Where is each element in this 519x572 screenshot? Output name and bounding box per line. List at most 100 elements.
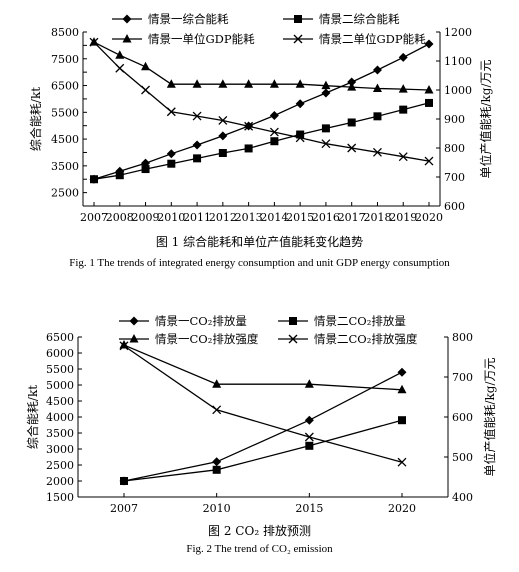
fig1-x-tick-label: 2008 [106,211,134,224]
fig2-series-2-point [212,465,221,474]
fig1-series-4-point [373,147,382,157]
fig1-x-tick-label: 2020 [415,211,443,224]
fig1-series-4-point-stroke-b [141,85,150,95]
fig1-series-3-point [141,61,151,71]
fig2-series-3-point [304,379,314,388]
fig1-legend-2-label: 情景二综合能耗 [319,12,400,26]
fig2-right-axis-title: 单位产值能耗/kg/万元 [482,357,497,476]
fig2-left-tick-label: 3500 [46,427,74,440]
fig1-legend-4-marker-stroke-b [293,34,303,44]
fig1-series-1-point [269,111,279,121]
fig2-legend-4-marker [288,334,298,344]
fig1-series-3-point [192,79,202,88]
fig2-right-tick-label: 400 [452,491,473,504]
fig1-left-tick-label: 7500 [51,53,79,66]
fig2-legend-2-label: 情景二CO₂排放量 [314,314,406,328]
fig2-series-4-point [397,457,407,467]
fig1-series-4-point-stroke-b [218,115,228,125]
fig1-right-tick-label: 1200 [444,26,472,39]
fig2-series-1-point [304,415,314,425]
fig1-series-4-point [244,121,254,131]
fig1-legend-4-label: 情景二单位GDP能耗 [319,32,426,46]
fig1-series-4-point-stroke-b [244,121,254,131]
fig1-series-1-line [93,43,430,180]
fig1-legend-4-marker [293,34,303,44]
fig1-series-3-point [115,50,125,59]
fig1-series-4-point-stroke-b [89,37,99,47]
fig1-series-4-point [115,63,125,73]
fig2-series-2-line [123,419,403,482]
fig1-series-2-point [425,98,433,107]
fig2-x-tick-label: 2015 [295,502,323,515]
fig1-x-tick-label: 2007 [80,211,108,224]
fig1-series-2-point [296,130,305,139]
fig2-series-4-point [119,341,129,351]
fig1-series-2-point [141,165,150,174]
fig1-series-2-point [115,171,124,180]
fig2-right-tick-label: 600 [452,411,473,424]
fig1-series-3-point [166,79,176,88]
fig2-left-axis-title: 综合能耗/kt [25,385,40,449]
figure1-caption-cn: 图 1 综合能耗和单位产值能耗变化趋势 [155,235,364,249]
fig1-series-2-point [193,154,202,163]
fig1-x-tick-label: 2018 [363,211,391,224]
fig1-legend-2-marker [294,15,302,23]
fig1-series-4-point-stroke-b [295,133,305,143]
fig1-series-2-line [93,102,430,180]
fig1-left-tick-label: 4500 [51,133,79,146]
fig2-series-3-point [397,384,407,394]
fig1-series-4-point [398,152,408,162]
fig1-series-4-point [192,111,202,121]
fig2-left-tick-label: 6500 [46,331,74,344]
fig2-series-4-point [212,405,222,415]
fig1-series-1-point [372,65,382,75]
fig1-right-tick-label: 900 [444,113,465,126]
fig1-series-3-point [295,79,305,88]
fig1-series-4-point [347,143,357,153]
fig1-series-3-line [93,41,430,91]
fig2-left-tick-label: 2000 [46,475,74,488]
fig1-right-tick-label: 800 [444,142,465,155]
fig1-series-4-point [295,133,305,143]
fig2-series-2-point [305,441,314,450]
fig1-series-3-point [347,82,357,91]
fig1-series-3-point [269,79,279,88]
fig2-series-3-point [212,379,222,388]
fig1-right-tick-label: 1100 [444,55,472,68]
fig1-series-4-point-stroke-b [115,63,125,73]
fig1-x-tick-label: 2014 [260,211,288,224]
fig1-series-4-point-stroke-b [321,139,331,149]
fig1-x-tick-label: 2017 [338,211,366,224]
fig2-series-2-point [120,477,128,485]
fig1-x-tick-label: 2013 [235,211,263,224]
fig1-series-1-point [347,77,357,87]
figure2-caption-en: Fig. 2 The trend of CO₂ emission [186,543,333,555]
fig1-legend-1-marker [122,14,132,24]
fig1-series-2-point [270,137,279,146]
fig1-series-4-point-stroke-b [347,143,357,153]
fig2-series-1-point [397,367,407,377]
fig2-legend-3-label: 情景一CO₂排放强度 [155,332,259,346]
fig2-left-tick-label: 5500 [46,363,74,376]
fig1-series-4-point [269,127,279,137]
fig1-legend-3-label: 情景一单位GDP能耗 [148,32,255,46]
fig1-series-4-line [93,41,430,162]
fig1-series-4-point [218,115,228,125]
fig1-series-2-point [244,144,253,153]
fig2-left-tick-label: 6000 [46,347,74,360]
fig1-right-tick-label: 700 [444,171,465,184]
fig1-x-tick-label: 2019 [389,211,417,224]
fig2-left-tick-label: 3000 [46,443,74,456]
fig1-series-4-point-stroke-b [192,111,202,121]
fig1-x-tick-label: 2009 [132,211,160,224]
fig1-series-2-point [90,175,98,184]
fig1-series-3-point [398,84,408,93]
fig1-series-4-point [141,85,150,95]
fig1-x-tick-label: 2011 [183,211,211,224]
figure2-caption-cn: 图 2 CO₂ 排放预测 [208,524,311,538]
fig2-left-tick-label: 1500 [46,491,74,504]
fig2-series-4-point-stroke-b [304,432,314,442]
fig1-series-1-point [295,99,305,109]
fig1-left-tick-label: 5500 [51,106,79,119]
fig2-series-4-line [123,345,403,463]
